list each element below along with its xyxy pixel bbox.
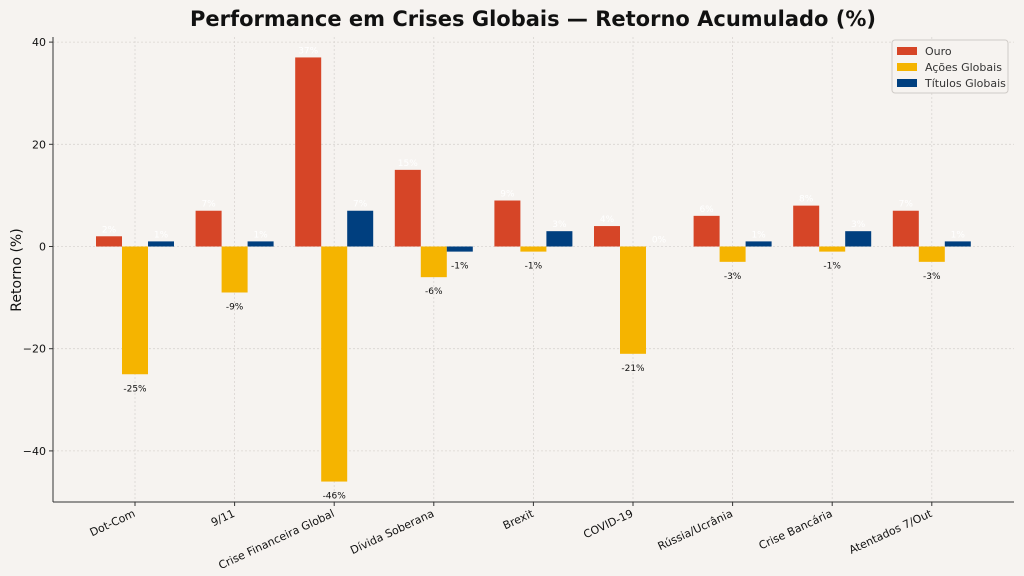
bar [819,246,846,252]
data-labels-group: 2% -25% 1% 7% -9% 1% 37% -46% 7% 15% -6% -1% 9% -1% 3%… [102,46,966,501]
bar [321,246,348,482]
data-label: -46% [323,492,347,502]
y-tick-label: 40 [32,36,46,49]
bar [221,246,248,293]
bar [347,210,374,247]
data-label: 15% [398,159,418,169]
bar [446,246,473,252]
data-label: -21% [621,364,645,374]
data-label: 8% [799,195,814,205]
bar [494,200,521,247]
data-label: 3% [552,220,567,230]
bar [420,246,447,278]
bar [892,210,919,247]
x-tick-label: 9/11 [209,507,237,529]
legend: Ouro Ações Globais Títulos Globais [891,39,1009,94]
bar [793,205,820,247]
legend-swatch [897,79,917,87]
data-label: -1% [525,262,543,272]
data-label: 7% [353,200,368,210]
y-ticks-group: −40 −20 0 20 40 [23,36,53,458]
bar [845,231,872,247]
data-label: -3% [724,272,742,282]
bar [96,236,122,247]
data-label: 2% [102,225,117,235]
data-label: 7% [899,200,914,210]
bar [122,246,148,375]
legend-swatch [897,63,917,71]
data-label: 37% [298,46,318,56]
legend-box [891,39,1009,94]
y-tick-label: −40 [23,445,46,458]
x-tick-label: Dívida Soberana [348,507,436,557]
data-label: 3% [851,220,866,230]
bar [195,210,222,247]
data-label: -9% [226,302,244,312]
bar [546,231,573,247]
data-label: 6% [699,205,714,215]
y-tick-label: 20 [32,138,46,151]
data-label: -1% [823,262,841,272]
chart-title: Performance em Crises Globais — Retorno … [190,7,876,31]
bar [745,241,772,247]
data-label: -3% [923,272,941,282]
bar [594,226,620,247]
data-label: -1% [451,262,469,272]
bar [394,169,421,247]
bar [620,246,646,354]
y-axis-label: Retorno (%) [9,228,25,311]
bar [719,246,746,262]
data-label: 7% [201,200,216,210]
y-tick-label: 0 [39,241,46,254]
data-label: 1% [751,230,766,240]
data-label: 1% [253,230,268,240]
data-label: -25% [123,384,147,394]
data-label: 1% [951,230,966,240]
bars-group [96,57,971,482]
legend-swatch [897,47,917,55]
bar [944,241,971,247]
x-tick-label: Atentados 7/Out [847,507,935,557]
x-tick-label: COVID-19 [581,507,635,541]
data-label: -6% [425,287,443,297]
x-tick-label: Dot-Com [88,507,138,539]
data-label: 0% [652,236,667,246]
legend-label: Ações Globais [925,61,1002,74]
y-tick-label: −20 [23,343,46,356]
bar [148,241,174,247]
bar [247,241,274,247]
legend-label: Ouro [925,45,952,58]
bar [693,215,720,247]
x-tick-label: Rússia/Ucrânia [656,507,735,553]
bar [520,246,547,252]
legend-label: Títulos Globais [924,77,1006,90]
x-tick-label: Crise Bancária [757,507,835,552]
x-tick-label: Brexit [501,507,536,533]
data-label: 1% [154,230,169,240]
data-label: 4% [600,215,615,225]
bar [918,246,945,262]
data-label: 9% [500,190,515,200]
bar [295,57,322,247]
